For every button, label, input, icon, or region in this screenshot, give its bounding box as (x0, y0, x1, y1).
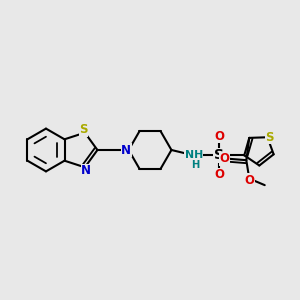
Text: S: S (266, 131, 274, 144)
Text: H: H (191, 160, 199, 170)
Text: O: O (219, 152, 229, 165)
Text: O: O (244, 174, 254, 187)
Text: O: O (214, 130, 224, 142)
Text: O: O (214, 168, 224, 181)
Text: N: N (121, 143, 131, 157)
Text: NH: NH (184, 150, 203, 160)
Text: N: N (81, 164, 91, 177)
Text: S: S (79, 123, 88, 136)
Text: S: S (214, 148, 224, 162)
